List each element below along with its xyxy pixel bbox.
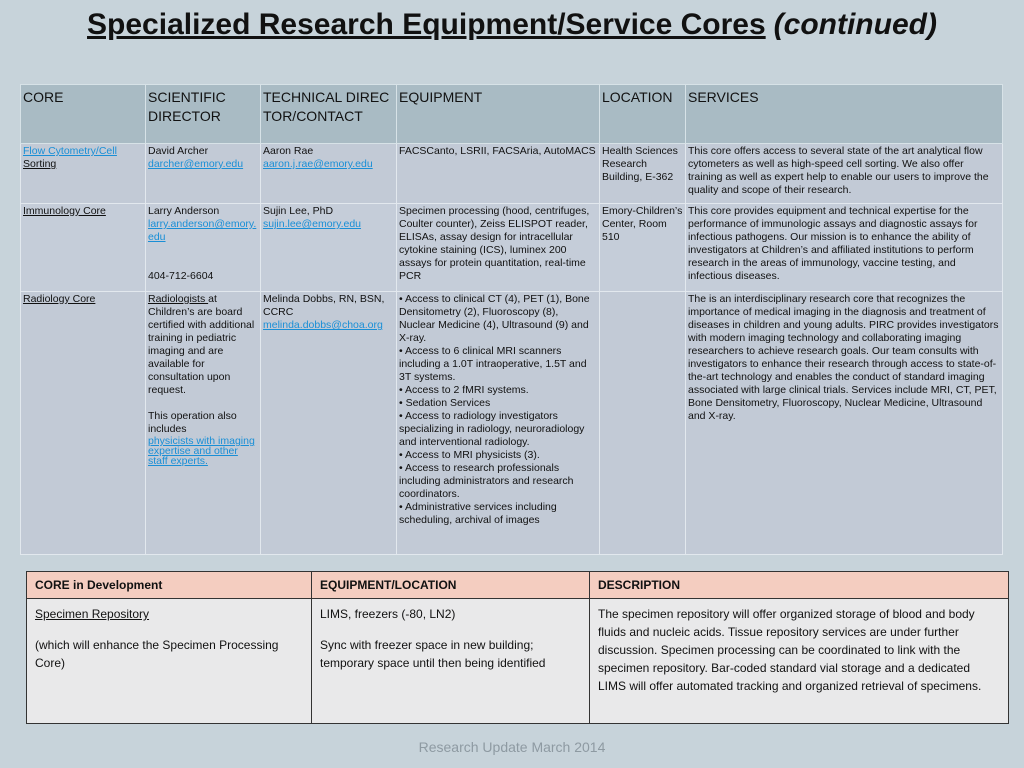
scientific-director-cell: David Archer darcher@emory.edu xyxy=(145,143,261,204)
tech-director-name: Melinda Dobbs, RN, BSN, CCRC xyxy=(263,293,385,318)
header-services: SERVICES xyxy=(685,84,1003,144)
services-cell: This core offers access to several state… xyxy=(685,143,1003,204)
equipment-item: • Access to 6 clinical MRI scanners incl… xyxy=(399,345,587,383)
physicists-link[interactable]: physicists with imaging expertise and ot… xyxy=(148,435,255,467)
header-core: CORE xyxy=(20,84,146,144)
scientific-director-cell: Larry Anderson larry.anderson@emory.edu … xyxy=(145,203,261,292)
equipment-item: • Access to clinical CT (4), PET (1), Bo… xyxy=(399,293,590,344)
equipment-item: • Administrative services including sche… xyxy=(399,501,557,526)
services-cell: The is an interdisciplinary research cor… xyxy=(685,291,1003,555)
equipment-item: • Sedation Services xyxy=(399,397,491,409)
dev-equipment-cell: LIMS, freezers (-80, LN2) Sync with free… xyxy=(311,598,590,724)
core-cell: Flow Cytometry/Cell Sorting xyxy=(20,143,146,204)
page-title: Specialized Research Equipment/Service C… xyxy=(0,8,1024,42)
equipment-item: • Access to radiology investigators spec… xyxy=(399,410,585,448)
dev-header-equipment: EQUIPMENT/LOCATION xyxy=(311,571,590,599)
table-row: Immunology Core Larry Anderson larry.and… xyxy=(20,203,1003,292)
dev-description-cell: The specimen repository will offer organ… xyxy=(589,598,1009,724)
title-main: Specialized Research Equipment/Service C… xyxy=(87,8,766,41)
location-cell: Emory-Children’s Center, Room 510 xyxy=(599,203,686,292)
header-location: LOCATION xyxy=(599,84,686,144)
director-phone: 404-712-6604 xyxy=(148,270,214,282)
specimen-repository-link[interactable]: Specimen Repository xyxy=(35,607,150,621)
location-cell xyxy=(599,291,686,555)
tech-director-name: Sujin Lee, PhD xyxy=(263,205,334,217)
dev-header-row: CORE in Development EQUIPMENT/LOCATION D… xyxy=(26,571,1009,599)
core-cell: Immunology Core xyxy=(20,203,146,292)
dev-equipment-line2: Sync with freezer space in new building;… xyxy=(320,638,546,670)
equipment-cell: • Access to clinical CT (4), PET (1), Bo… xyxy=(396,291,600,555)
tech-director-email-link[interactable]: aaron.j.rae@emory.edu xyxy=(263,158,373,170)
director-name: David Archer xyxy=(148,145,209,157)
scientific-director-cell: Radiologists at Children’s are board cer… xyxy=(145,291,261,555)
dev-core-cell: Specimen Repository (which will enhance … xyxy=(26,598,312,724)
table-row: Specimen Repository (which will enhance … xyxy=(26,598,1009,724)
technical-director-cell: Sujin Lee, PhD sujin.lee@emory.edu xyxy=(260,203,397,292)
equipment-cell: FACSCanto, LSRII, FACSAria, AutoMACS xyxy=(396,143,600,204)
header-scientific-director: SCIENTIFIC DIRECTOR xyxy=(145,84,261,144)
title-continued: (continued) xyxy=(773,8,937,41)
equipment-item: • Access to 2 fMRI systems. xyxy=(399,384,529,396)
operation-text: This operation also includes xyxy=(148,410,237,435)
table-row: Flow Cytometry/Cell Sorting David Archer… xyxy=(20,143,1003,204)
tech-director-email-link[interactable]: melinda.dobbs@choa.org xyxy=(263,319,383,331)
dev-core-note: (which will enhance the Specimen Process… xyxy=(35,638,279,670)
radiologists-link[interactable]: Radiologists xyxy=(148,293,209,305)
table-row: Radiology Core Radiologists at Children’… xyxy=(20,291,1003,555)
header-technical-director: TECHNICAL DIRECTOR/CONTACT xyxy=(260,84,397,144)
core-link-radiology[interactable]: Radiology Core xyxy=(23,293,96,305)
core-link-sorting[interactable]: Sorting xyxy=(23,158,57,170)
core-link-flow-cytometry[interactable]: Flow Cytometry/Cell xyxy=(23,145,117,157)
cores-table: CORE SCIENTIFIC DIRECTOR TECHNICAL DIREC… xyxy=(20,84,1003,555)
header-equipment: EQUIPMENT xyxy=(396,84,600,144)
core-cell: Radiology Core xyxy=(20,291,146,555)
equipment-item: • Access to research professionals inclu… xyxy=(399,462,574,500)
dev-header-core: CORE in Development xyxy=(26,571,312,599)
tech-director-email-link[interactable]: sujin.lee@emory.edu xyxy=(263,218,362,230)
cores-header-row: CORE SCIENTIFIC DIRECTOR TECHNICAL DIREC… xyxy=(20,84,1003,144)
technical-director-cell: Melinda Dobbs, RN, BSN, CCRC melinda.dob… xyxy=(260,291,397,555)
director-email-link[interactable]: larry.anderson@emory.edu xyxy=(148,218,257,243)
services-cell: This core provides equipment and technic… xyxy=(685,203,1003,292)
dev-header-description: DESCRIPTION xyxy=(589,571,1009,599)
dev-equipment-line1: LIMS, freezers (-80, LN2) xyxy=(320,607,456,621)
equipment-cell: Specimen processing (hood, centrifuges, … xyxy=(396,203,600,292)
dev-cores-table: CORE in Development EQUIPMENT/LOCATION D… xyxy=(26,571,1009,724)
tech-director-name: Aaron Rae xyxy=(263,145,314,157)
location-cell: Health Sciences Research Building, E-362 xyxy=(599,143,686,204)
director-email-link[interactable]: darcher@emory.edu xyxy=(148,158,244,170)
footer-text: Research Update March 2014 xyxy=(418,739,606,755)
equipment-item: • Access to MRI physicists (3). xyxy=(399,449,540,461)
director-name: Larry Anderson xyxy=(148,205,220,217)
core-link-immunology[interactable]: Immunology Core xyxy=(23,205,106,217)
radiologists-text: at Children’s are board certified with a… xyxy=(148,293,255,396)
technical-director-cell: Aaron Rae aaron.j.rae@emory.edu xyxy=(260,143,397,204)
